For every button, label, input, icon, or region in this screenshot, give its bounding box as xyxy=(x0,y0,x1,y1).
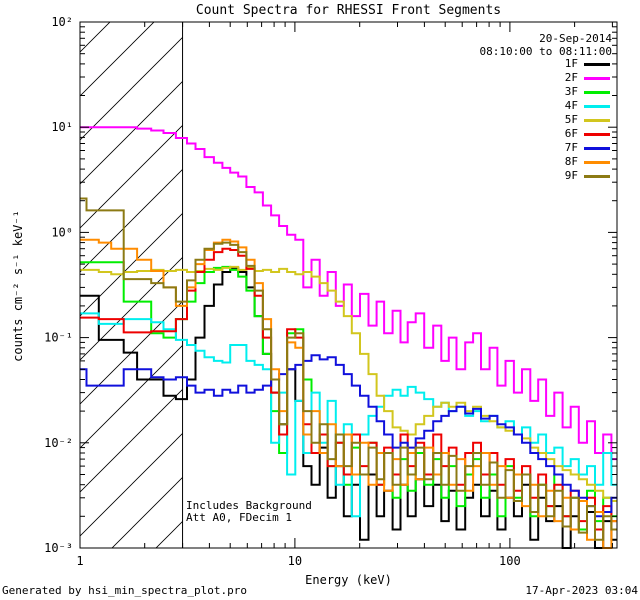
legend-label-5F: 5F xyxy=(564,113,578,126)
legend-label-1F: 1F xyxy=(564,57,578,70)
legend-item-1F: 1F xyxy=(565,58,610,70)
legend-item-9F: 9F xyxy=(565,170,610,182)
legend-label-6F: 6F xyxy=(564,127,578,140)
legend-swatch-8F xyxy=(584,160,610,164)
legend-item-5F: 5F xyxy=(565,114,610,126)
series-line-2F xyxy=(80,126,617,461)
legend-swatch-3F xyxy=(584,90,610,94)
observation-time-range: 08:10:00 to 08:11:00 xyxy=(479,45,612,58)
legend-label-2F: 2F xyxy=(564,71,578,84)
y-axis-title: counts cm⁻² s⁻¹ keV⁻¹ xyxy=(11,210,25,362)
legend-swatch-9F xyxy=(584,174,610,178)
y-tick-label: 10⁻³ xyxy=(44,541,73,555)
x-tick-label: 1 xyxy=(76,554,83,568)
legend-swatch-6F xyxy=(584,132,610,136)
legend-swatch-4F xyxy=(584,104,610,108)
legend-label-9F: 9F xyxy=(564,169,578,182)
y-tick-label: 10⁰ xyxy=(51,225,73,239)
plot-frame xyxy=(79,21,618,549)
axis-tick-labels: 1 10 100 10² 10¹ 10⁰ 10⁻¹ 10⁻² 10⁻³ xyxy=(44,15,521,568)
legend-label-7F: 7F xyxy=(564,141,578,154)
y-tick-label: 10⁻² xyxy=(44,436,73,450)
axis-ticks xyxy=(79,21,617,549)
legend-item-8F: 8F xyxy=(565,156,610,168)
legend-item-3F: 3F xyxy=(565,86,610,98)
legend-label-3F: 3F xyxy=(564,85,578,98)
legend-label-4F: 4F xyxy=(564,99,578,112)
legend-swatch-1F xyxy=(584,62,610,66)
legend-item-7F: 7F xyxy=(565,142,610,154)
y-tick-label: 10¹ xyxy=(51,120,73,134)
note-attenuator-state: Att A0, FDecim 1 xyxy=(186,511,292,524)
legend-item-4F: 4F xyxy=(565,100,610,112)
y-tick-label: 10² xyxy=(51,15,73,29)
generated-by-text: Generated by hsi_min_spectra_plot.pro xyxy=(2,584,248,597)
x-tick-label: 100 xyxy=(499,554,521,568)
chart-title: Count Spectra for RHESSI Front Segments xyxy=(195,3,502,18)
legend-item-2F: 2F xyxy=(565,72,610,84)
y-tick-label: 10⁻¹ xyxy=(44,331,73,345)
note-includes-background: Includes Background xyxy=(186,499,312,512)
hatched-exclusion-region xyxy=(80,22,184,548)
legend-swatch-7F xyxy=(584,146,610,150)
x-axis-title: Energy (keV) xyxy=(305,573,392,587)
legend-swatch-2F xyxy=(584,76,610,80)
series-line-9F xyxy=(80,197,617,541)
legend-item-6F: 6F xyxy=(565,128,610,140)
series-line-7F xyxy=(80,354,617,518)
plot-timestamp: 17-Apr-2023 03:04 xyxy=(525,584,638,597)
legend-swatch-5F xyxy=(584,118,610,122)
legend-label-8F: 8F xyxy=(564,155,578,168)
observation-date: 20-Sep-2014 xyxy=(539,32,612,45)
x-tick-label: 10 xyxy=(288,554,302,568)
series-line-8F xyxy=(80,238,617,549)
